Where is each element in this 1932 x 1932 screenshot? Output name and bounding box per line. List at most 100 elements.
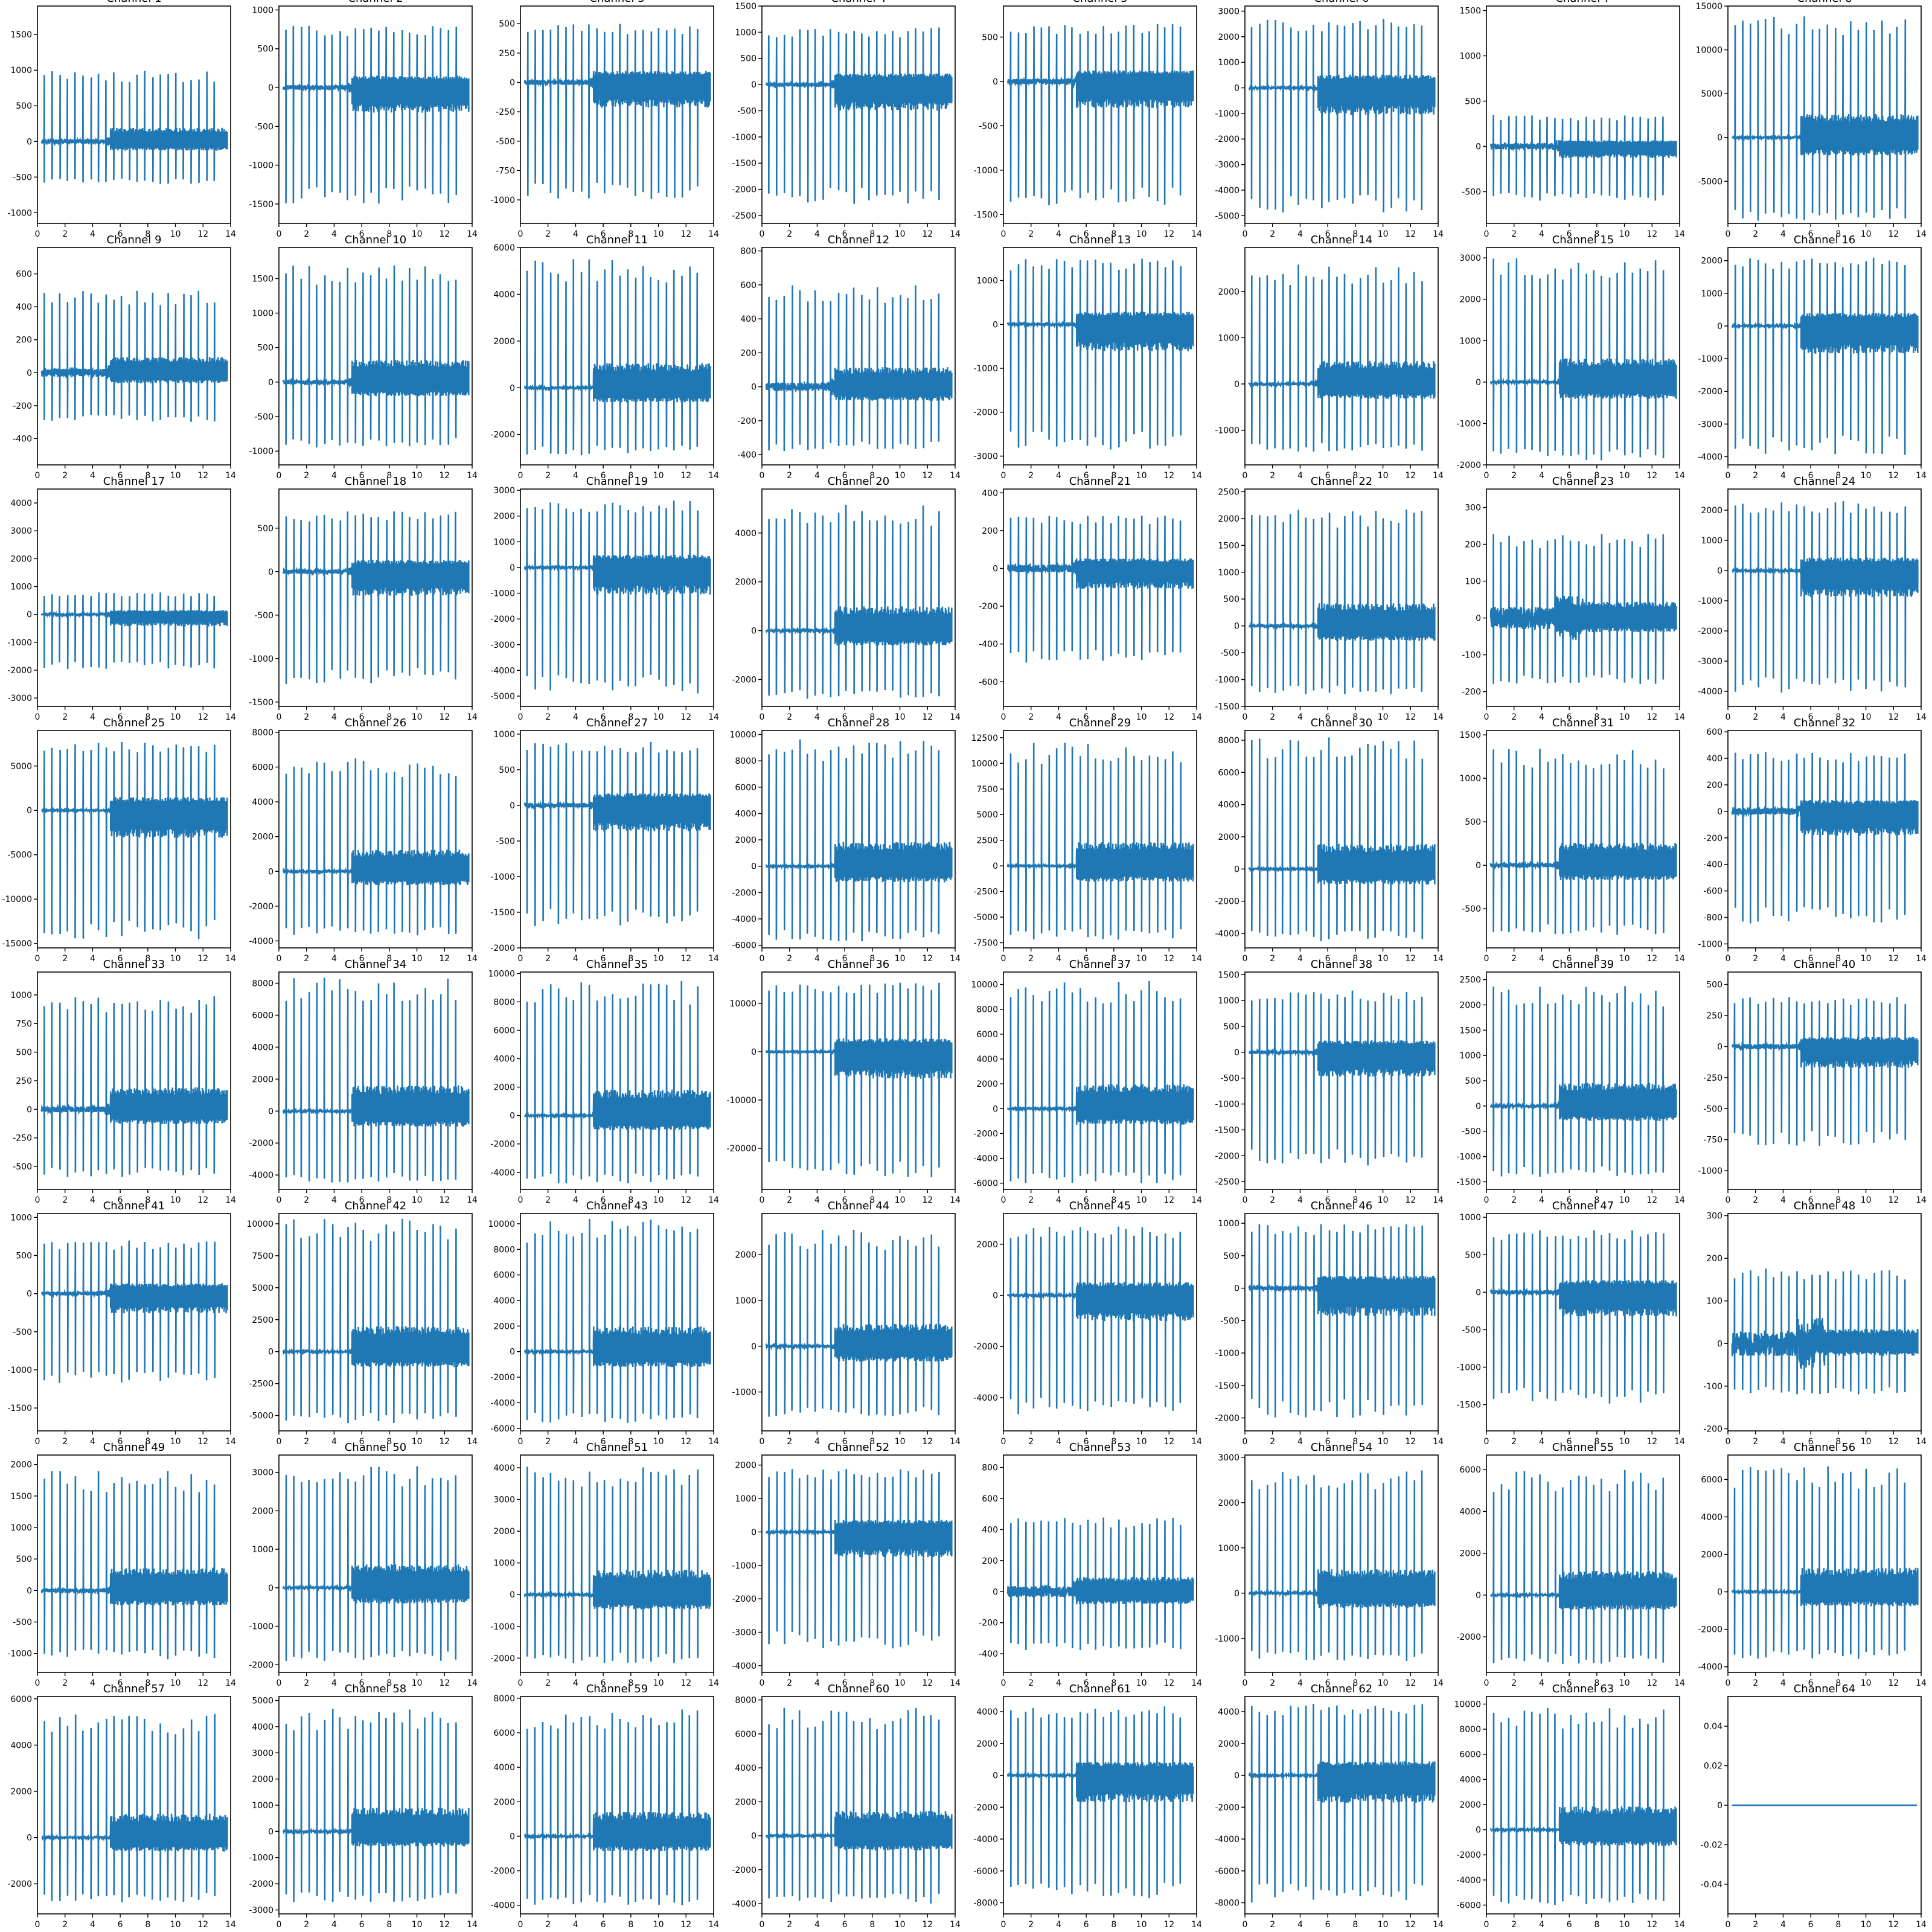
subplot-title: Channel 45 <box>1069 1200 1131 1212</box>
axes-frame <box>1244 5 1439 224</box>
x-tick-label: 14 <box>1433 1678 1444 1688</box>
y-tick-label: -4000 <box>973 1154 998 1164</box>
axes-frame <box>37 1213 231 1431</box>
y-tick-label: 4000 <box>493 1296 515 1306</box>
x-tick-label: 2 <box>545 712 551 722</box>
x-tick-label: 10 <box>412 229 423 239</box>
x-tick-label: 8 <box>1835 229 1841 239</box>
trace-line <box>1248 1703 1436 1903</box>
y-tick-label: 2000 <box>976 1080 998 1089</box>
y-tick-label: 2000 <box>1459 295 1481 305</box>
x-tick-label: 14 <box>708 1920 719 1930</box>
x-tick-label: 6 <box>1325 954 1331 964</box>
x-tick-label: 4 <box>1297 1920 1303 1930</box>
y-tick-label: 500 <box>1223 1252 1239 1261</box>
y-tick-label: -3000 <box>973 452 998 461</box>
y-tick-label: -4000 <box>1698 687 1722 697</box>
y-tick-label: 1000 <box>1218 58 1239 68</box>
subplot-title: Channel 44 <box>828 1200 890 1212</box>
subplot-title: Channel 36 <box>828 958 890 971</box>
x-tick-label: 10 <box>170 712 181 722</box>
y-tick-label: 800 <box>982 1463 998 1473</box>
x-tick-label: 12 <box>439 471 450 481</box>
y-tick-label: -2000 <box>732 676 756 685</box>
trace-line <box>282 1218 470 1424</box>
y-tick-label: 1000 <box>1459 1213 1481 1223</box>
y-tick-label: 600 <box>1706 728 1722 737</box>
y-tick-label: 6000 <box>1701 1475 1722 1485</box>
axes-frame <box>761 1696 956 1914</box>
x-tick-label: 8 <box>869 229 875 239</box>
y-tick-label: 0 <box>751 862 756 872</box>
trace-line <box>765 982 953 1177</box>
subplot-44: 0 2 4 6 8 10 12 14 -1000 0 1000 2000 Channel 44 <box>732 1200 961 1447</box>
y-tick-label: 500 <box>1465 1250 1481 1260</box>
y-tick-label: -6000 <box>1215 1867 1239 1876</box>
y-tick-label: 8000 <box>252 728 273 738</box>
x-tick-label: 8 <box>1352 712 1358 722</box>
y-tick-label: 0 <box>751 1527 756 1537</box>
x-tick-label: 4 <box>331 712 337 722</box>
x-tick-label: 14 <box>950 229 961 239</box>
y-tick-label: 500 <box>257 344 273 353</box>
subplot-title: Channel 39 <box>1552 958 1614 971</box>
x-tick-label: 14 <box>1674 229 1685 239</box>
y-tick-label: -2000 <box>490 430 515 440</box>
y-tick-label: -800 <box>1703 913 1722 923</box>
subplot-title: Channel 63 <box>1552 1683 1614 1695</box>
x-tick-label: 12 <box>197 1437 208 1447</box>
y-tick-label: 10000 <box>971 980 998 990</box>
y-tick-label: 0 <box>510 801 515 811</box>
y-tick-label: 2000 <box>1218 33 1239 42</box>
x-tick-label: 0 <box>1484 712 1489 722</box>
x-tick-label: 10 <box>412 712 423 722</box>
x-tick-label: 12 <box>922 229 933 239</box>
y-tick-label: 6000 <box>735 783 756 793</box>
x-tick-label: 8 <box>628 1195 633 1205</box>
x-tick-label: 12 <box>1888 1678 1899 1688</box>
axes-frame <box>520 1454 714 1673</box>
x-tick-label: 12 <box>1163 229 1174 239</box>
x-tick-label: 14 <box>1916 1678 1927 1688</box>
subplot-22: 0 2 4 6 8 10 12 14 -1500 -1000 -500 0 500 1000 1500 200… <box>1215 475 1444 722</box>
y-tick-label: -4000 <box>1456 1876 1481 1886</box>
trace-line <box>1489 534 1677 685</box>
y-tick-label: 4000 <box>493 1055 515 1064</box>
axes-frame <box>278 1213 473 1431</box>
y-tick-label: 0 <box>1234 1284 1239 1294</box>
subplot-9: 0 2 4 6 8 10 12 14 -400 -200 0 200 400 600 Channel 9 <box>13 234 236 481</box>
axes-frame <box>1003 5 1197 224</box>
y-tick-label: -2000 <box>7 1879 32 1889</box>
y-tick-label: -1000 <box>1456 1153 1481 1162</box>
x-tick-label: 2 <box>545 471 551 481</box>
subplot-48: 0 2 4 6 8 10 12 14 -200 -100 0 100 200 300 Channel 48 <box>1703 1200 1927 1447</box>
x-tick-label: 14 <box>1433 1195 1444 1205</box>
y-tick-label: -4000 <box>1698 452 1722 462</box>
y-tick-label: -2000 <box>1215 135 1239 144</box>
y-tick-label: -6000 <box>1456 1901 1481 1910</box>
subplot-41: 0 2 4 6 8 10 12 14 -1500 -1000 -500 0 500 1000 Channel… <box>7 1200 236 1447</box>
y-tick-label: 6000 <box>493 1729 515 1738</box>
axes-frame <box>1727 1213 1922 1431</box>
y-tick-label: -1000 <box>1215 1349 1239 1358</box>
x-tick-label: 6 <box>842 1195 848 1205</box>
y-tick-label: 2000 <box>493 1797 515 1807</box>
x-tick-label: 8 <box>1835 1678 1841 1688</box>
x-tick-label: 8 <box>145 954 150 964</box>
y-tick-label: 1000 <box>10 1213 32 1223</box>
x-tick-label: 8 <box>1111 229 1116 239</box>
x-tick-label: 0 <box>35 471 40 481</box>
y-tick-label: -1000 <box>1456 1363 1481 1372</box>
x-tick-label: 10 <box>1861 1920 1872 1930</box>
x-tick-label: 12 <box>439 1920 450 1930</box>
x-tick-label: 10 <box>1619 1920 1630 1930</box>
y-tick-label: -2500 <box>973 888 998 897</box>
y-tick-label: -4000 <box>732 915 756 924</box>
x-tick-label: 10 <box>1861 1678 1872 1688</box>
y-tick-label: 300 <box>1465 504 1481 513</box>
y-tick-label: 500 <box>1223 595 1239 604</box>
x-tick-label: 2 <box>1511 229 1517 239</box>
y-tick-label: -1000 <box>732 133 756 142</box>
x-tick-label: 0 <box>1726 229 1731 239</box>
x-tick-label: 0 <box>518 229 523 239</box>
